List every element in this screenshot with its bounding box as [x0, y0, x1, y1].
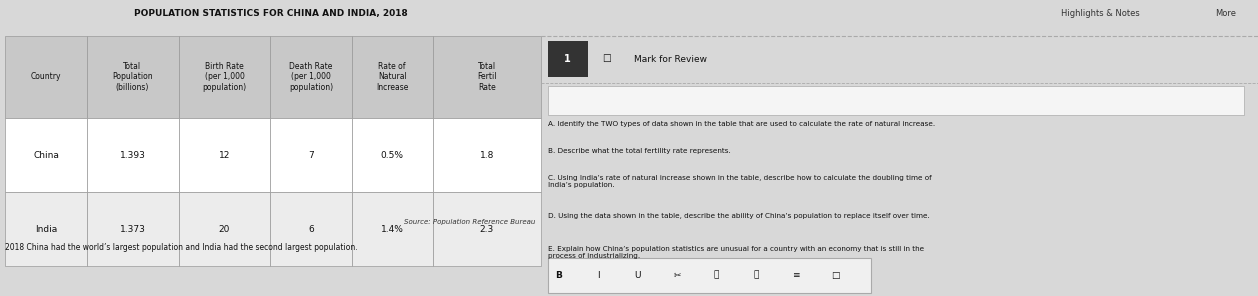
- FancyBboxPatch shape: [548, 86, 1244, 115]
- Text: I: I: [598, 271, 600, 280]
- Text: 2018 China had the world’s largest population and India had the second largest p: 2018 China had the world’s largest popul…: [5, 243, 359, 252]
- FancyBboxPatch shape: [548, 258, 871, 293]
- Text: Highlights & Notes: Highlights & Notes: [1060, 9, 1140, 18]
- Text: Source: Population Reference Bureau: Source: Population Reference Bureau: [404, 219, 536, 225]
- FancyBboxPatch shape: [270, 36, 352, 118]
- Text: A. Identify the TWO types of data shown in the table that are used to calculate : A. Identify the TWO types of data shown …: [548, 121, 935, 127]
- FancyBboxPatch shape: [433, 192, 541, 266]
- FancyBboxPatch shape: [5, 118, 87, 192]
- Text: ✂: ✂: [673, 271, 681, 280]
- FancyBboxPatch shape: [352, 36, 433, 118]
- Text: 1.4%: 1.4%: [381, 225, 404, 234]
- Text: 20: 20: [219, 225, 230, 234]
- Text: Rate of
Natural
Increase: Rate of Natural Increase: [376, 62, 409, 92]
- Text: Total
Fertil
Rate: Total Fertil Rate: [477, 62, 497, 92]
- Text: 12: 12: [219, 151, 230, 160]
- FancyBboxPatch shape: [433, 118, 541, 192]
- Text: Total
Population
(billions): Total Population (billions): [112, 62, 152, 92]
- Text: B: B: [556, 271, 562, 280]
- Text: 📋: 📋: [754, 271, 759, 280]
- FancyBboxPatch shape: [87, 118, 179, 192]
- Text: Birth Rate
(per 1,000
population): Birth Rate (per 1,000 population): [203, 62, 247, 92]
- FancyBboxPatch shape: [179, 192, 270, 266]
- Text: India: India: [35, 225, 57, 234]
- FancyBboxPatch shape: [87, 192, 179, 266]
- Text: E. Explain how China’s population statistics are unusual for a country with an e: E. Explain how China’s population statis…: [548, 246, 925, 259]
- Text: C. Using India’s rate of natural increase shown in the table, describe how to ca: C. Using India’s rate of natural increas…: [548, 175, 932, 188]
- FancyBboxPatch shape: [548, 41, 587, 77]
- Text: 1.393: 1.393: [120, 151, 146, 160]
- Text: 1.8: 1.8: [479, 151, 494, 160]
- Text: D. Using the data shown in the table, describe the ability of China’s population: D. Using the data shown in the table, de…: [548, 213, 930, 219]
- Text: □: □: [830, 271, 839, 280]
- FancyBboxPatch shape: [352, 118, 433, 192]
- FancyBboxPatch shape: [352, 192, 433, 266]
- Text: 7: 7: [308, 151, 314, 160]
- FancyBboxPatch shape: [270, 192, 352, 266]
- Text: 📎: 📎: [715, 271, 720, 280]
- Text: Death Rate
(per 1,000
population): Death Rate (per 1,000 population): [289, 62, 333, 92]
- Text: 1.373: 1.373: [120, 225, 146, 234]
- Text: More: More: [1215, 9, 1237, 18]
- Text: China: China: [33, 151, 59, 160]
- Text: 1: 1: [564, 54, 571, 64]
- FancyBboxPatch shape: [179, 118, 270, 192]
- Text: 2.3: 2.3: [479, 225, 494, 234]
- FancyBboxPatch shape: [87, 36, 179, 118]
- Text: Country: Country: [30, 73, 62, 81]
- FancyBboxPatch shape: [270, 118, 352, 192]
- Text: POPULATION STATISTICS FOR CHINA AND INDIA, 2018: POPULATION STATISTICS FOR CHINA AND INDI…: [133, 9, 408, 18]
- Text: 6: 6: [308, 225, 314, 234]
- Text: 0.5%: 0.5%: [381, 151, 404, 160]
- Text: Mark for Review: Mark for Review: [634, 55, 707, 64]
- FancyBboxPatch shape: [179, 36, 270, 118]
- Text: ≡: ≡: [791, 271, 799, 280]
- Text: ☐: ☐: [601, 54, 610, 64]
- Text: U: U: [634, 271, 642, 280]
- Text: B. Describe what the total fertility rate represents.: B. Describe what the total fertility rat…: [548, 148, 731, 154]
- FancyBboxPatch shape: [5, 192, 87, 266]
- FancyBboxPatch shape: [433, 36, 541, 118]
- FancyBboxPatch shape: [5, 36, 87, 118]
